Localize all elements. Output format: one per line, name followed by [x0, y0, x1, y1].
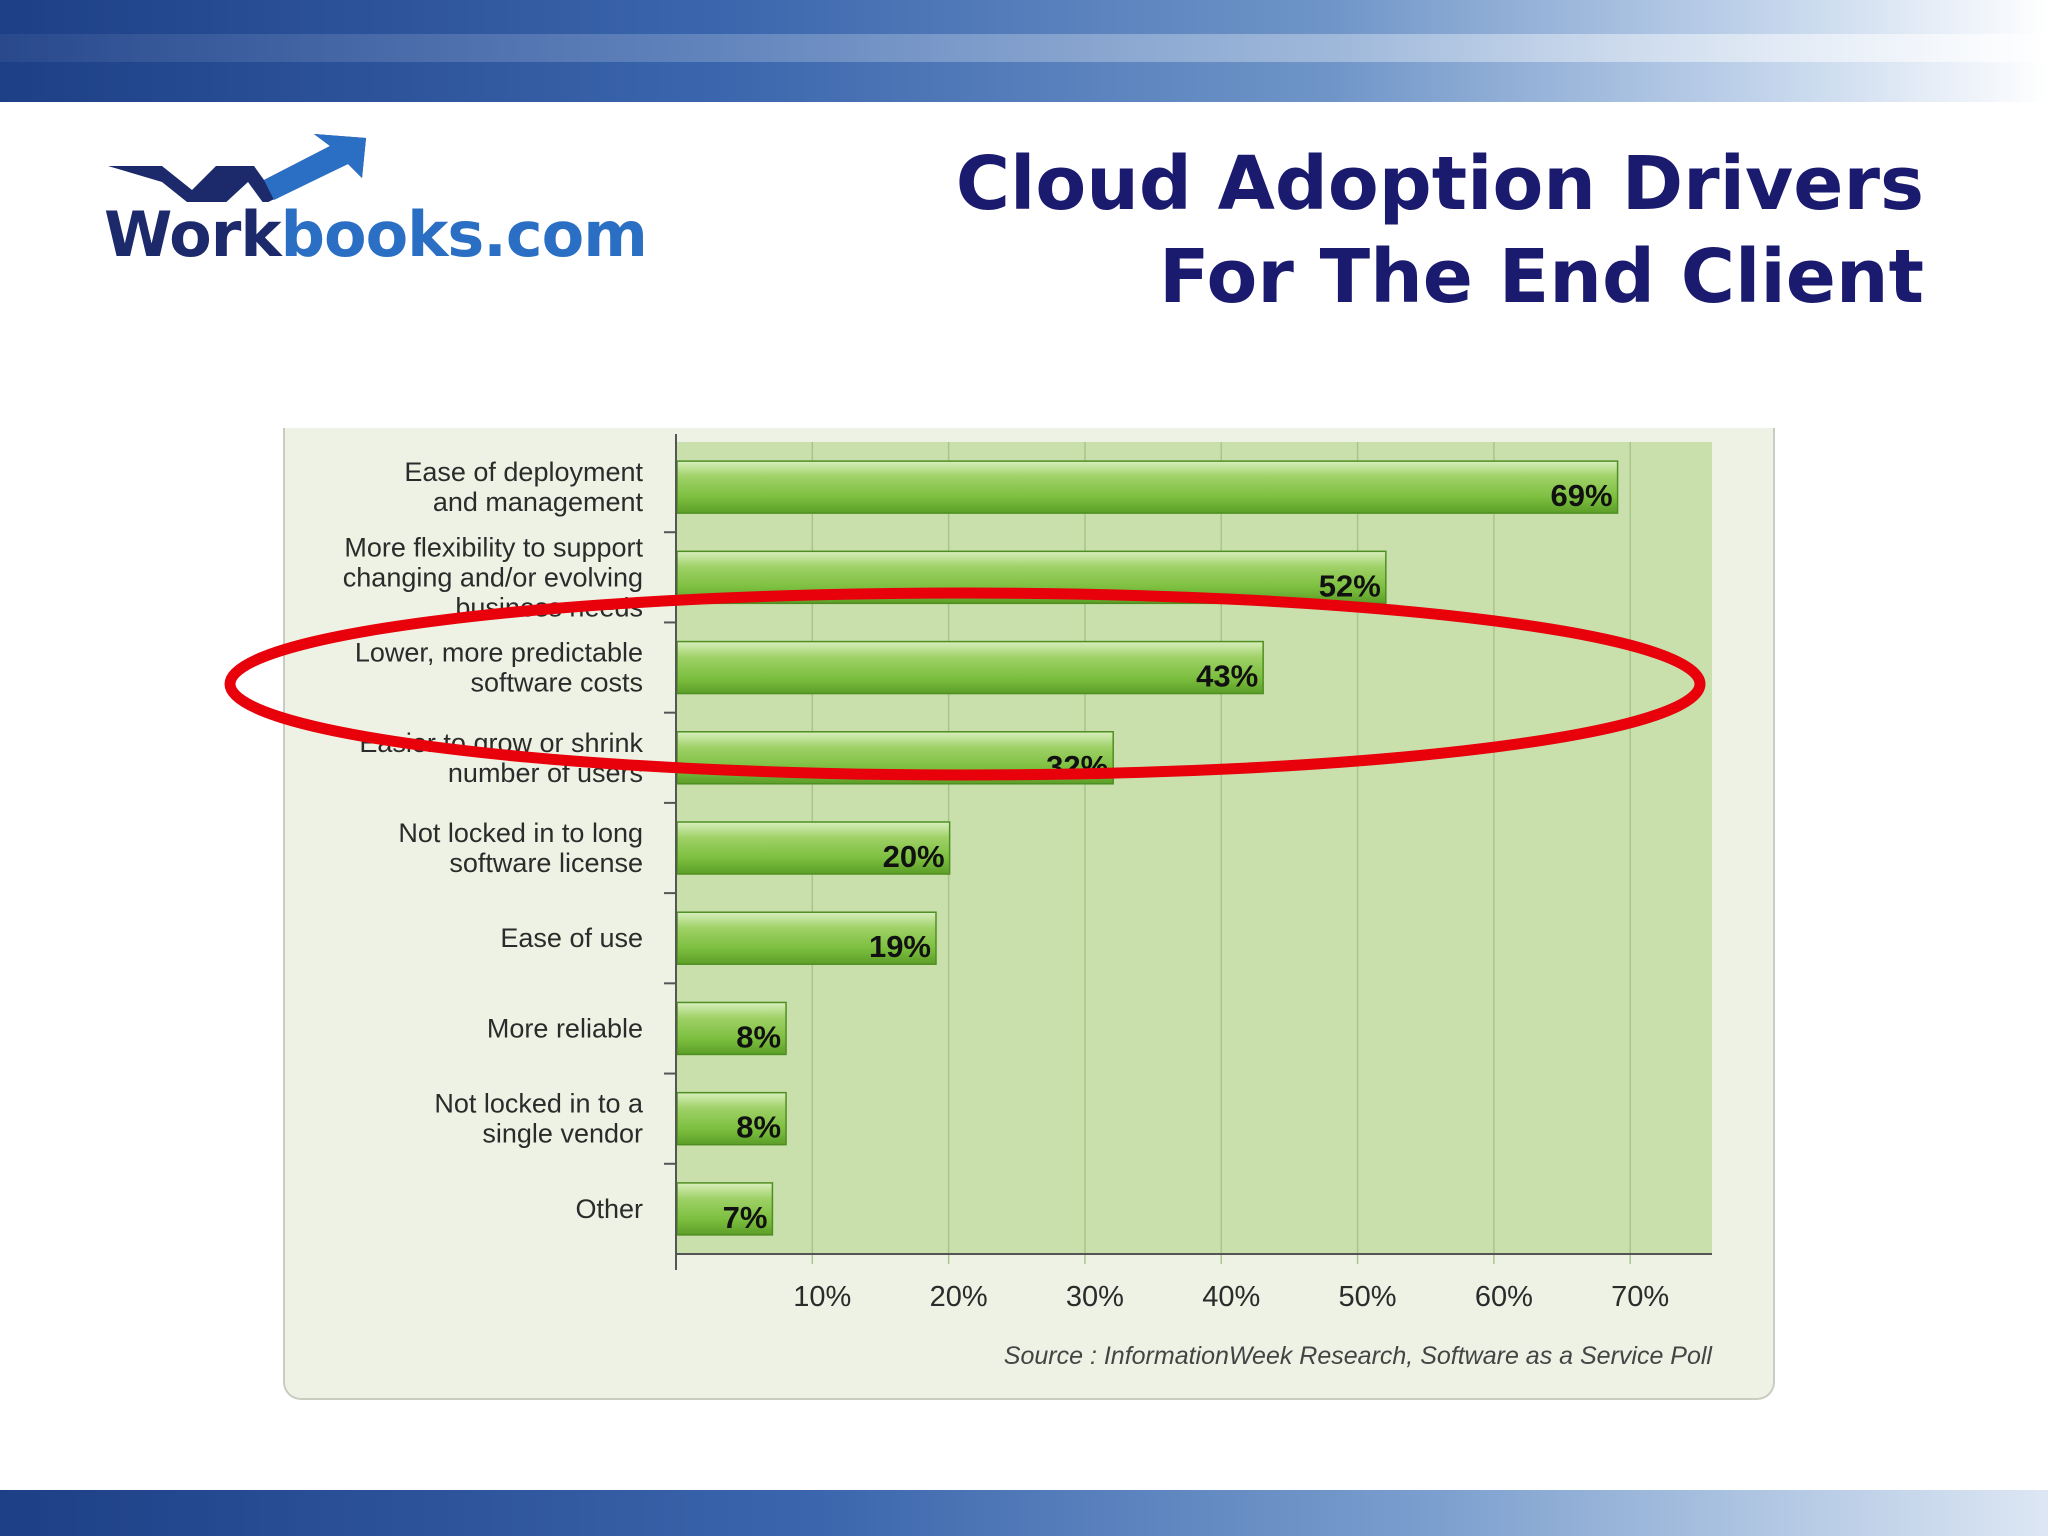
- slide-title: Cloud Adoption Drivers For The End Clien…: [955, 141, 1924, 320]
- bar-value-label: 32%: [1046, 749, 1108, 784]
- category-label: Lower, more predictable: [355, 638, 643, 668]
- category-label: single vendor: [482, 1119, 643, 1149]
- category-label: Not locked in to long: [398, 818, 643, 848]
- bar-value-label: 52%: [1319, 568, 1381, 603]
- bar-value-label: 43%: [1196, 659, 1258, 694]
- category-label: software costs: [470, 668, 643, 698]
- bar: [676, 911, 937, 965]
- top-banner: [0, 0, 2048, 102]
- bar: [676, 550, 1387, 605]
- bar-value-label: 19%: [869, 929, 931, 964]
- bar: [676, 1001, 787, 1056]
- category-label: number of users: [448, 758, 643, 788]
- logo-text-rest: books.com: [280, 198, 648, 271]
- bar: [676, 1182, 774, 1236]
- bar-value-label: 20%: [883, 839, 945, 874]
- x-tick-labels: 10% 20% 30% 40% 50% 60% 70%: [793, 1281, 1669, 1313]
- category-label: and management: [433, 487, 644, 517]
- bar: [676, 640, 1264, 695]
- bar: [676, 821, 951, 875]
- x-tick-label: 40%: [1202, 1281, 1260, 1313]
- category-label: Not locked in to a: [434, 1089, 644, 1119]
- bar-value-label: 7%: [723, 1200, 768, 1235]
- category-label: Easier to grow or shrink: [359, 728, 643, 758]
- bar: [676, 460, 1619, 514]
- x-tick-label: 70%: [1611, 1281, 1669, 1313]
- x-tick-label: 50%: [1339, 1281, 1397, 1313]
- x-tick-label: 20%: [930, 1281, 988, 1313]
- bar-value-label: 8%: [736, 1110, 781, 1145]
- logo-arrow-icon: [108, 134, 366, 202]
- workbooks-logo: Workbooks.com: [100, 130, 648, 271]
- bar-value-label: 69%: [1551, 478, 1613, 513]
- x-tick-label: 30%: [1066, 1281, 1124, 1313]
- axes: [664, 434, 1712, 1270]
- chart-panel: 69% 52% 43% 32% 20% 19% 8% 8% 7% Ease of deploym…: [283, 428, 1775, 1400]
- bar: [676, 1091, 787, 1146]
- category-label: Ease of use: [500, 923, 643, 953]
- category-label: changing and/or evolving: [343, 562, 643, 592]
- bottom-banner: [0, 1490, 2048, 1536]
- category-label: More reliable: [487, 1013, 643, 1043]
- category-label: More flexibility to support: [344, 532, 643, 562]
- category-label: Other: [575, 1194, 643, 1224]
- category-label: software license: [449, 848, 643, 878]
- source-note: Source : InformationWeek Research, Softw…: [1004, 1342, 1714, 1370]
- category-label: business needs: [455, 592, 643, 622]
- x-tick-label: 60%: [1475, 1281, 1533, 1313]
- bar-chart: 69% 52% 43% 32% 20% 19% 8% 8% 7% Ease of deploym…: [343, 434, 1714, 1370]
- logo-text-work: Work: [104, 198, 282, 271]
- bar-value-label: 8%: [736, 1019, 781, 1054]
- category-label: Ease of deployment: [404, 457, 643, 487]
- logo-wordmark: Workbooks.com: [104, 198, 648, 271]
- x-tick-label: 10%: [793, 1281, 851, 1313]
